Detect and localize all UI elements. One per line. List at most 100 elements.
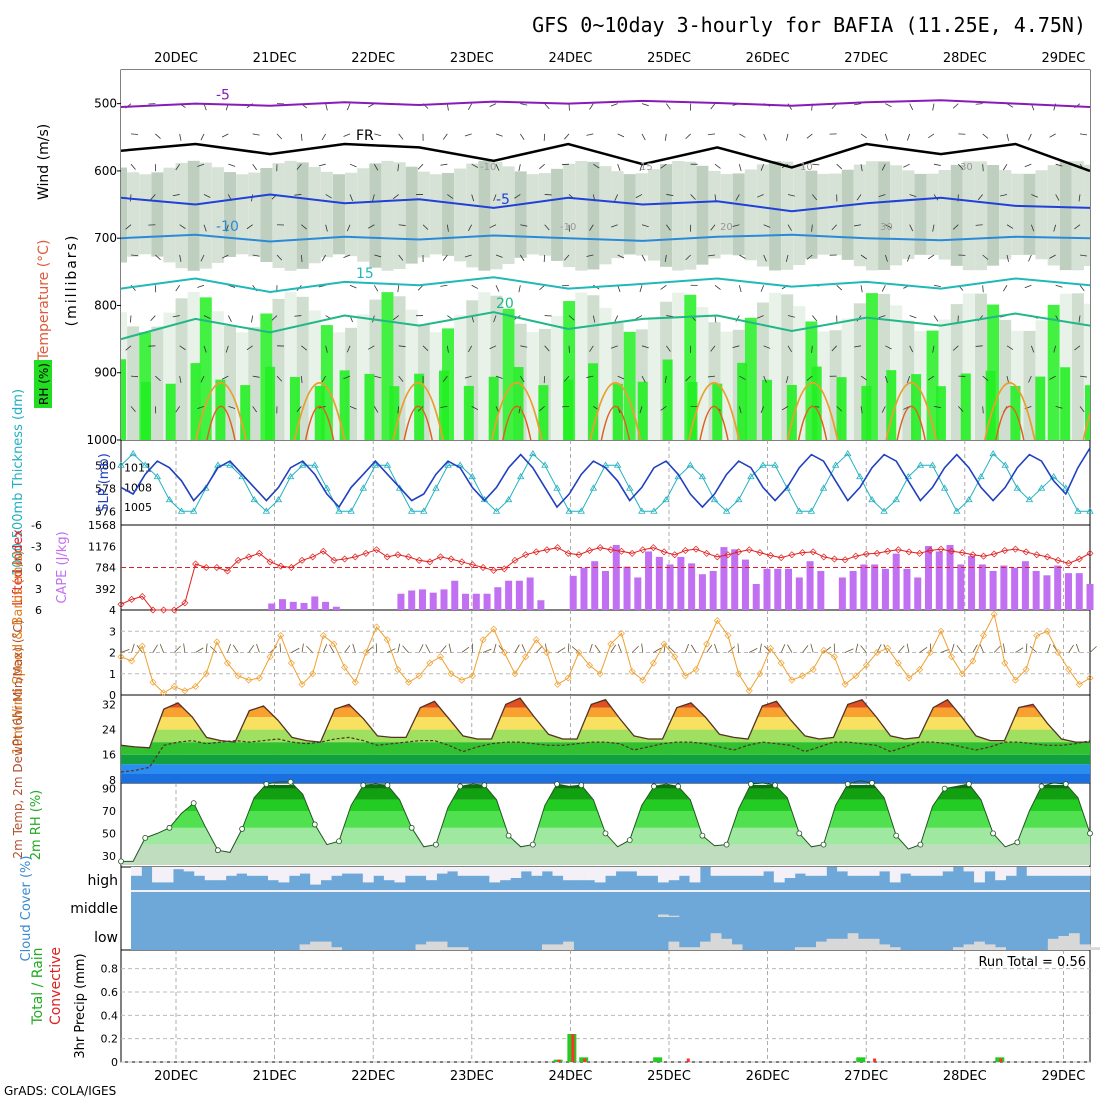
rh-shade <box>817 173 830 255</box>
rh-shade <box>599 307 612 440</box>
cape-bar <box>785 568 793 610</box>
cape-bar <box>720 547 728 610</box>
wind-speed-point <box>777 659 785 667</box>
rh-point <box>723 841 730 848</box>
date-label-top: 27DEC <box>844 51 888 66</box>
wind-barb-10m <box>248 644 255 653</box>
contour-label: 20 <box>720 222 733 233</box>
warm-contour <box>195 381 247 440</box>
rh-point <box>578 782 585 789</box>
wind-barb-10m <box>131 643 135 653</box>
wind-barb-10m <box>810 643 814 653</box>
wind-barb <box>440 284 448 287</box>
wind-barb <box>471 406 479 411</box>
ylabel-total-rain: Total / Rain <box>30 947 46 1025</box>
cloud-high-gap <box>784 867 796 878</box>
wind-barb <box>660 163 667 169</box>
li-point <box>405 553 412 561</box>
warm-contour <box>797 405 828 440</box>
rh-shade-moist <box>886 370 897 440</box>
rh-shade <box>272 163 285 268</box>
wind-barb <box>252 406 258 413</box>
rh-shade-moist <box>240 385 251 440</box>
cloud-high-gap <box>478 867 490 876</box>
wind-speed-point <box>639 676 647 684</box>
wind-barb <box>738 164 742 172</box>
wind-barb-10m <box>844 648 854 653</box>
rh-shade <box>914 173 927 255</box>
cloud-low-bar <box>1079 944 1091 950</box>
wind-barb <box>812 194 818 201</box>
cape-ylabel: CAPE (J/kg) <box>55 531 70 603</box>
wind-barb <box>982 285 984 293</box>
li-point <box>532 548 540 556</box>
cloud-high-gap <box>162 867 174 883</box>
rh-point <box>190 800 197 807</box>
wind-speed-point <box>767 644 775 652</box>
wind-barb <box>1006 376 1009 384</box>
warm-contour <box>206 405 236 440</box>
wind-speed-point <box>373 623 381 631</box>
li-point <box>894 546 902 554</box>
rh-point <box>965 781 972 788</box>
wind-barb <box>349 405 357 410</box>
wind-speed-point <box>234 672 242 680</box>
thickness-point <box>1086 507 1094 514</box>
cloud-low-bar <box>299 944 311 950</box>
wind-barb <box>1006 254 1009 262</box>
wind-barb <box>150 315 156 322</box>
cloud-high-gap <box>752 867 764 876</box>
thickness-point <box>662 495 670 503</box>
wind-barb <box>539 284 545 291</box>
thickness-point <box>335 507 343 514</box>
rh-shade <box>466 163 479 268</box>
wind-barb <box>933 163 941 166</box>
wind-barb <box>246 345 253 351</box>
thickness-point <box>1074 507 1082 514</box>
wind-speed-point <box>394 666 402 673</box>
li-point <box>745 546 753 554</box>
thickness-point <box>1062 484 1070 491</box>
temp-fill <box>121 698 1090 783</box>
cape-bar <box>774 568 782 610</box>
slp-tick: 1008 <box>124 481 152 494</box>
temp-band <box>121 742 1090 755</box>
wind-barb-10m <box>291 647 300 653</box>
rh-point <box>481 782 488 789</box>
cape-bar <box>925 546 932 610</box>
isotherm-label: FR <box>356 128 374 144</box>
wind-barb <box>586 254 594 257</box>
ylabel-convective: Convective <box>48 947 64 1025</box>
rh-point <box>311 821 318 828</box>
wind-barb <box>1024 163 1032 168</box>
wind-speed-point <box>117 653 125 661</box>
wind-barb-10m <box>425 644 431 653</box>
li-point <box>160 606 168 614</box>
li-point <box>192 560 200 568</box>
date-labels-bottom: 20DEC 21DEC 22DEC 23DEC 24DEC 25DEC 26DEC 27DEC… <box>154 1069 1085 1084</box>
rh-shade <box>974 293 987 440</box>
cloud-low-bar <box>679 947 690 950</box>
wind-barb-10m <box>1068 644 1074 653</box>
cape-bar <box>279 599 286 610</box>
wind-barb-10m <box>521 644 527 653</box>
wind-barb <box>735 194 740 201</box>
wind-barb <box>203 345 207 353</box>
rh-shade <box>744 169 757 261</box>
cloud-high-gap <box>742 867 754 876</box>
rh-shade <box>599 166 612 265</box>
rh-shade <box>139 174 152 255</box>
thickness-point <box>517 472 525 480</box>
cloud-high-gap <box>847 867 859 876</box>
cloud-low-bar <box>1068 933 1080 950</box>
wind-barb <box>927 254 935 260</box>
cape-bar <box>623 566 631 610</box>
rh-point <box>142 834 149 841</box>
li-tick: -6 <box>31 519 42 532</box>
wind-barb <box>398 345 406 348</box>
wind-barb <box>785 375 789 383</box>
rh-shade <box>526 332 539 440</box>
wind-barb <box>296 163 302 170</box>
wind-barb <box>130 133 139 135</box>
cloud-high-gap <box>468 867 480 876</box>
